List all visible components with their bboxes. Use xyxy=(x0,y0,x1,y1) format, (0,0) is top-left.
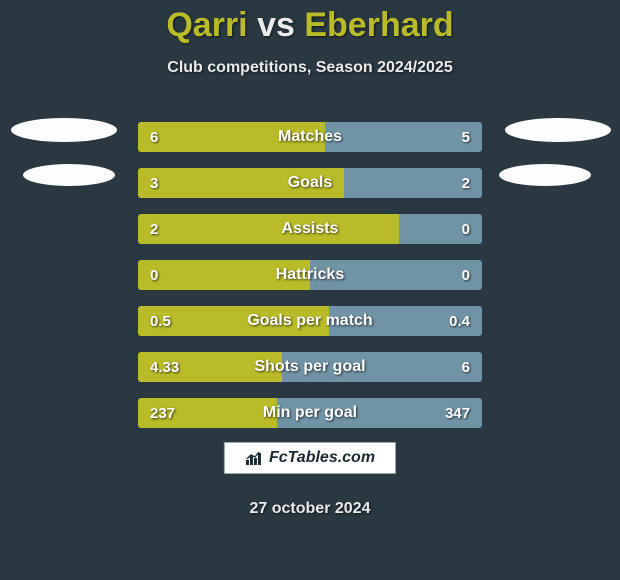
stat-row: Assists2 0 xyxy=(138,214,482,244)
stat-row: Goals3 2 xyxy=(138,168,482,198)
stat-value-left: 4.33 xyxy=(150,352,179,382)
stat-row: Matches6 5 xyxy=(138,122,482,152)
stat-value-left: 6 xyxy=(150,122,158,152)
stat-value-left: 0 xyxy=(150,260,158,290)
stats-rows: Matches65Goals32Assists20Hattricks00Goal… xyxy=(138,122,482,444)
stat-value-right: 5 xyxy=(462,122,470,152)
stat-value-right: 0 xyxy=(462,260,470,290)
stat-label: Min per goal xyxy=(138,398,482,428)
stat-row: Goals per match0.5 0.4 xyxy=(138,306,482,336)
stat-value-left: 0.5 xyxy=(150,306,171,336)
stat-value-left: 2 xyxy=(150,214,158,244)
stat-row: Hattricks0 0 xyxy=(138,260,482,290)
placeholder-ellipse xyxy=(499,164,591,186)
stat-value-left: 3 xyxy=(150,168,158,198)
placeholder-ellipse xyxy=(11,118,117,142)
stat-label: Shots per goal xyxy=(138,352,482,382)
stat-row: Shots per goal4.33 6 xyxy=(138,352,482,382)
stat-row: Min per goal237 347 xyxy=(138,398,482,428)
watermark: FcTables.com xyxy=(224,442,396,474)
watermark-text: FcTables.com xyxy=(269,449,375,467)
player2-name: Eberhard xyxy=(304,6,453,44)
stat-value-right: 0.4 xyxy=(449,306,470,336)
placeholder-ellipse xyxy=(505,118,611,142)
stat-label: Goals xyxy=(138,168,482,198)
stat-value-right: 347 xyxy=(445,398,470,428)
stat-label: Assists xyxy=(138,214,482,244)
subtitle: Club competitions, Season 2024/2025 xyxy=(0,59,620,77)
stat-value-left: 237 xyxy=(150,398,175,428)
stat-value-right: 0 xyxy=(462,214,470,244)
stat-value-right: 2 xyxy=(462,168,470,198)
vs-text: vs xyxy=(257,6,295,44)
stat-label: Matches xyxy=(138,122,482,152)
stat-label: Goals per match xyxy=(138,306,482,336)
placeholder-ellipse xyxy=(23,164,115,186)
player1-name: Qarri xyxy=(166,6,247,44)
page-title: Qarri vs Eberhard xyxy=(0,0,620,45)
chart-icon xyxy=(245,450,263,466)
date-text: 27 october 2024 xyxy=(0,500,620,518)
avatar-left xyxy=(5,118,115,228)
stat-label: Hattricks xyxy=(138,260,482,290)
stat-value-right: 6 xyxy=(462,352,470,382)
avatar-right xyxy=(505,118,615,228)
